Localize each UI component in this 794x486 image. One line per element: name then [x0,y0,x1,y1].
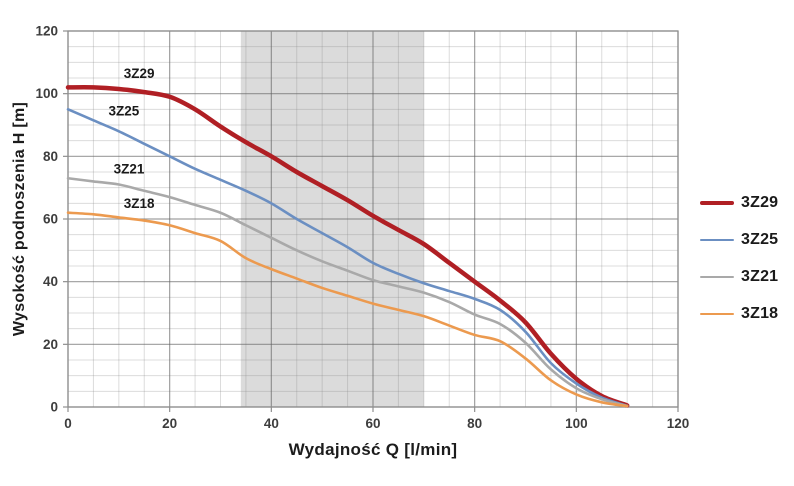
y-tick-label: 120 [35,24,58,39]
x-tick-label: 80 [467,416,482,431]
curve-label-3Z25: 3Z25 [109,104,140,119]
x-axis-title: Wydajność Q [l/min] [288,440,458,459]
y-tick-label: 40 [43,274,58,289]
x-tick-labels: 0 20 40 60 80 100 120 [64,416,689,431]
curve-3Z21 [66,176,629,408]
curve-label-3Z18: 3Z18 [124,196,155,211]
curve-3Z25 [66,108,629,408]
y-tick-label: 80 [43,149,58,164]
legend-swatch-3Z25 [700,238,734,242]
legend-swatch-3Z18 [700,312,734,316]
x-tick-label: 120 [667,416,690,431]
curve-3Z29 [65,85,630,408]
legend-item-3Z21: 3Z21 [700,266,778,288]
legend-item-3Z29: 3Z29 [700,192,778,214]
y-tick-label: 100 [35,86,58,101]
legend-label-3Z25: 3Z25 [741,231,779,248]
y-tick-label: 60 [43,212,58,227]
legend-swatch-3Z29 [700,200,734,206]
legend-label-3Z21: 3Z21 [741,268,779,285]
curve-3Z18 [66,211,629,408]
x-tick-label: 20 [162,416,177,431]
legend-item-3Z25: 3Z25 [700,229,778,251]
curve-label-3Z21: 3Z21 [114,162,145,177]
y-axis-title: Wysokość podnoszenia H [m] [11,101,28,337]
curve-label-3Z29: 3Z29 [124,66,155,81]
x-tick-label: 60 [365,416,380,431]
grid-major [67,30,679,408]
x-tick-label: 100 [565,416,588,431]
legend-item-3Z18: 3Z18 [700,303,778,325]
legend-swatch-3Z21 [700,275,734,279]
legend-label-3Z18: 3Z18 [741,305,779,322]
x-tick-label: 40 [264,416,279,431]
y-tick-label: 20 [43,337,58,352]
y-tick-label: 0 [50,400,58,415]
y-tick-labels: 0 20 40 60 80 100 120 [35,24,58,415]
legend: 3Z29 3Z25 3Z21 3Z18 [700,192,778,325]
x-tick-label: 0 [64,416,72,431]
legend-label-3Z29: 3Z29 [741,194,779,211]
axis-ticks [63,30,679,412]
